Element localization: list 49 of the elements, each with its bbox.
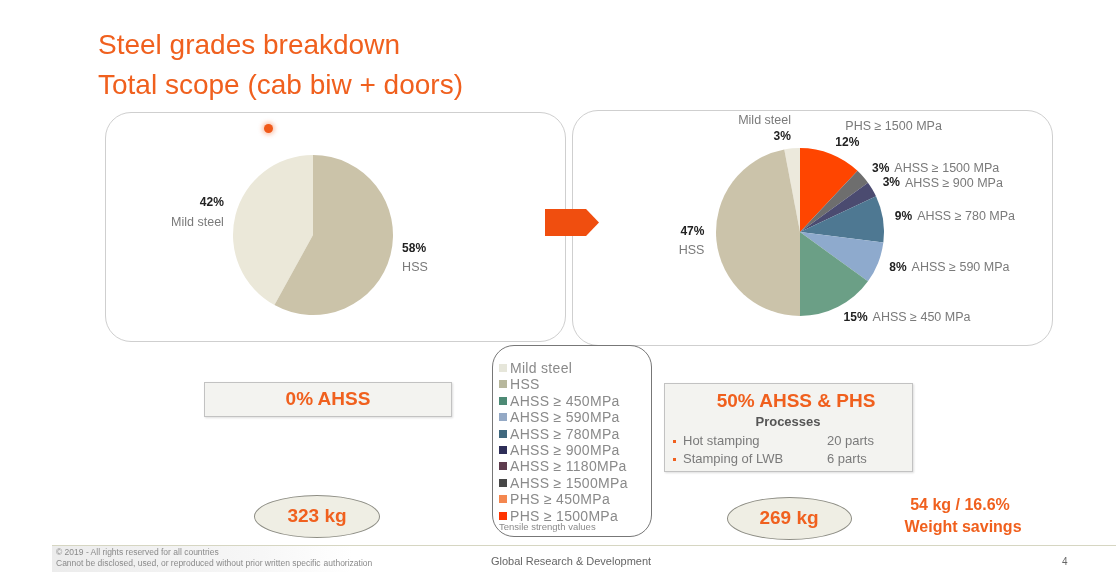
slice-label: Mild steel (170, 214, 224, 229)
category-label: PHS ≥ 450MPa (510, 491, 610, 508)
slice-label: AHSS ≥ 590 MPa (911, 259, 1010, 274)
text: © 2019 - All rights reserved for all countries (56, 547, 219, 558)
category-label: AHSS ≥ 780MPa (510, 425, 620, 442)
data-label: 3% (773, 128, 791, 143)
text: Cannot be disclosed, used, or reproduced without prior written specific (56, 558, 321, 569)
chart-title: Steel grades breakdown (98, 29, 400, 62)
slice-label: Mild steel (737, 112, 791, 127)
category-label: AHSS ≥ 1500MPa (510, 474, 628, 491)
category-label: Mild steel (510, 360, 573, 377)
text: 50% AHSS & PHS (716, 390, 876, 412)
data-label: 12% (834, 134, 860, 149)
text: 20 parts (827, 433, 874, 449)
slice-label: AHSS ≥ 1500 MPa (893, 160, 999, 175)
text: Processes (755, 414, 821, 430)
category-label: AHSS ≥ 590MPa (510, 409, 620, 426)
category-label: HSS (510, 376, 540, 393)
data-label: 47% (679, 223, 705, 238)
text: Global Research & Development (490, 555, 652, 568)
text: 54 kg / 16.6% (910, 496, 1010, 515)
slice-label: AHSS ≥ 780 MPa (916, 208, 1015, 223)
slice-label: PHS ≥ 1500 MPa (844, 118, 942, 133)
data-label: 15% (843, 309, 868, 324)
text: authorization (323, 558, 373, 569)
data-label: 58% (401, 240, 426, 255)
text: 4 (1062, 556, 1068, 568)
category-label: AHSS ≥ 1180MPa (510, 458, 627, 475)
data-label: 9% (894, 208, 912, 223)
slice-label: AHSS ≥ 900 MPa (904, 175, 1003, 190)
text: 269 kg (759, 507, 819, 529)
text: Stamping of LWB (683, 451, 784, 467)
data-label: 42% (199, 194, 224, 209)
slice-label: AHSS ≥ 450 MPa (872, 309, 971, 324)
category-label: PHS ≥ 1500MPa (510, 507, 619, 524)
chart-subtitle: Total scope (cab biw + doors) (98, 69, 463, 102)
data-label: 3% (882, 174, 900, 189)
text: Hot stamping (683, 433, 760, 449)
text: 323 kg (287, 505, 347, 527)
slice-label: HSS (678, 242, 704, 257)
text: 6 parts (827, 451, 867, 467)
text: Weight savings (904, 518, 1022, 537)
text: 0% AHSS (285, 388, 371, 410)
slice-label: HSS (401, 259, 428, 274)
category-label: AHSS ≥ 450MPa (510, 392, 620, 409)
text: Tensile strength values (499, 521, 596, 533)
category-label: AHSS ≥ 900MPa (510, 442, 620, 459)
data-label: 8% (888, 259, 907, 274)
data-label: 3% (871, 160, 890, 175)
